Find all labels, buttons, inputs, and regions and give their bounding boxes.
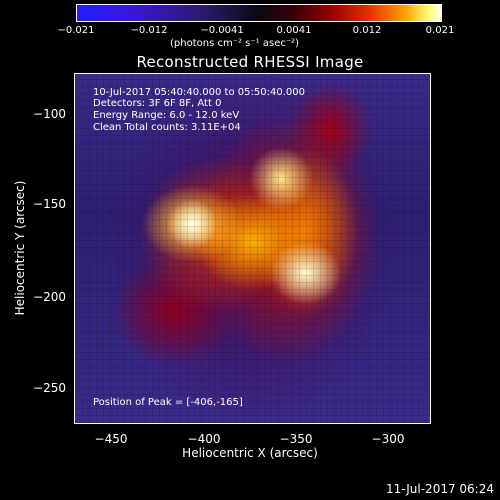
x-tick-label: −300 (371, 432, 405, 446)
rhessi-image: 10-Jul-2017 05:40:40.000 to 05:50:40.000… (74, 73, 431, 424)
colorbar-units: (photons cm⁻² s⁻¹ asec⁻²) (170, 38, 300, 49)
colorbar-tick: 0.0041 (276, 25, 312, 36)
x-axis-label: Heliocentric X (arcsec) (182, 446, 318, 460)
x-tick-label: −400 (187, 432, 221, 446)
info-method: Clean Total counts: 3.11E+04 (93, 122, 241, 133)
y-tick-label: −150 (33, 197, 66, 211)
colorbar-tick: 0.012 (352, 25, 382, 36)
colorbar-tick: −0.021 (57, 25, 95, 36)
colorbar-tick: −0.012 (130, 25, 168, 36)
y-tick-label: −100 (33, 107, 66, 121)
plot-title: Reconstructed RHESSI Image (136, 53, 364, 71)
y-axis-label: Heliocentric Y (arcsec) (13, 180, 27, 316)
y-tick-label: −200 (33, 290, 66, 304)
x-tick-label: −350 (279, 432, 313, 446)
pixel-grid (75, 74, 430, 423)
y-tick-label: −250 (33, 381, 66, 395)
generation-timestamp: 11-Jul-2017 06:24 (385, 482, 494, 496)
colorbar-tick: 0.021 (425, 25, 455, 36)
colorbar (76, 4, 442, 22)
x-tick-label: −450 (94, 432, 128, 446)
peak-position: Position of Peak = [-406,-165] (93, 397, 243, 408)
info-energy-range: Energy Range: 6.0 - 12.0 keV (93, 110, 240, 121)
info-time-range: 10-Jul-2017 05:40:40.000 to 05:50:40.000 (93, 87, 305, 98)
colorbar-tick: −0.0041 (200, 25, 244, 36)
info-detectors: Detectors: 3F 6F 8F, Att 0 (93, 98, 222, 109)
